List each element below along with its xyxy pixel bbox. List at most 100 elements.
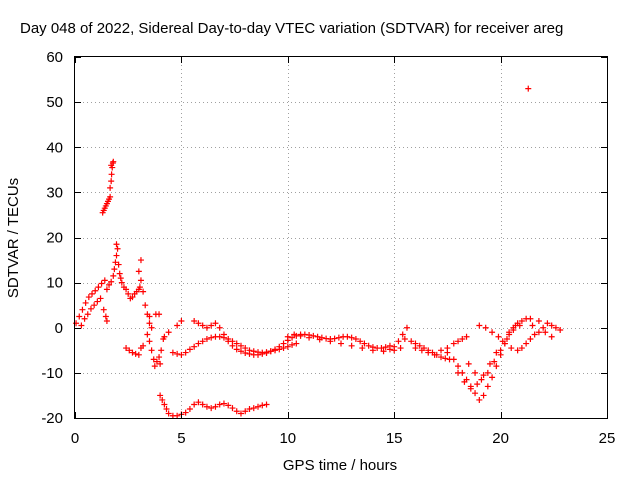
data-point xyxy=(486,360,493,367)
data-point xyxy=(117,275,124,282)
data-point xyxy=(110,272,117,279)
data-point xyxy=(135,351,142,358)
data-point xyxy=(237,342,244,349)
data-point xyxy=(208,405,215,412)
data-point xyxy=(280,340,287,347)
data-point xyxy=(126,347,133,354)
data-point xyxy=(348,334,355,341)
data-point xyxy=(455,363,462,370)
data-point xyxy=(82,299,89,306)
y-axis-label: SDTVAR / TECUs xyxy=(5,178,22,298)
data-point xyxy=(259,350,266,357)
data-point xyxy=(195,340,202,347)
x-tick-label: 25 xyxy=(599,430,616,447)
data-point xyxy=(186,405,193,412)
data-point xyxy=(327,338,334,345)
data-point xyxy=(431,351,438,358)
data-point xyxy=(169,349,176,356)
data-point xyxy=(111,266,118,273)
data-points xyxy=(73,85,564,419)
x-tick-label: 0 xyxy=(71,430,79,447)
data-point xyxy=(284,343,291,350)
data-point xyxy=(395,338,402,345)
data-point xyxy=(174,412,181,419)
data-point xyxy=(472,369,479,376)
data-point xyxy=(233,346,240,353)
data-point xyxy=(459,336,466,343)
data-point xyxy=(348,342,355,349)
data-point xyxy=(276,343,283,350)
data-point xyxy=(461,378,468,385)
data-point xyxy=(146,313,153,320)
data-point xyxy=(357,338,364,345)
data-point xyxy=(135,268,142,275)
data-point xyxy=(148,324,155,331)
data-point xyxy=(151,363,158,370)
data-point xyxy=(102,313,109,320)
data-point xyxy=(113,252,120,259)
data-point xyxy=(94,298,101,305)
data-point xyxy=(450,356,457,363)
data-point xyxy=(310,332,317,339)
data-point xyxy=(178,351,185,358)
data-point xyxy=(199,401,206,408)
data-point xyxy=(136,284,143,291)
data-point xyxy=(208,322,215,329)
x-tick-label: 20 xyxy=(492,430,509,447)
data-point xyxy=(444,349,451,356)
data-point xyxy=(369,347,376,354)
data-point xyxy=(116,270,123,277)
data-point xyxy=(146,338,153,345)
data-point xyxy=(489,329,496,336)
data-point xyxy=(112,259,119,266)
data-point xyxy=(412,345,419,352)
data-point xyxy=(106,281,113,288)
data-point xyxy=(199,338,206,345)
data-point xyxy=(229,405,236,412)
data-point xyxy=(548,322,555,329)
data-point xyxy=(250,405,257,412)
data-point xyxy=(92,287,99,294)
data-point xyxy=(182,409,189,416)
data-point xyxy=(365,342,372,349)
data-point xyxy=(306,334,313,341)
data-point xyxy=(352,336,359,343)
data-point xyxy=(531,331,538,338)
data-point xyxy=(178,317,185,324)
data-point xyxy=(284,333,291,340)
data-point xyxy=(79,306,86,313)
data-point xyxy=(401,336,408,343)
data-point xyxy=(161,333,168,340)
data-point xyxy=(108,278,115,285)
data-point xyxy=(316,336,323,343)
data-point xyxy=(508,345,515,352)
data-point xyxy=(91,302,98,309)
data-point xyxy=(489,374,496,381)
data-point xyxy=(397,345,404,352)
data-point xyxy=(146,320,153,327)
data-point xyxy=(535,317,542,324)
y-tick-label: 40 xyxy=(46,139,63,156)
data-point xyxy=(255,351,262,358)
data-point xyxy=(220,331,227,338)
data-point xyxy=(467,385,474,392)
data-point xyxy=(331,335,338,342)
data-point xyxy=(137,277,144,284)
data-point xyxy=(237,410,244,417)
data-point xyxy=(425,349,432,356)
data-point xyxy=(472,390,479,397)
data-point xyxy=(113,241,120,248)
data-point xyxy=(107,184,114,191)
data-point xyxy=(123,345,130,352)
data-point xyxy=(408,338,415,345)
data-point xyxy=(208,334,215,341)
grid-lines xyxy=(75,57,607,418)
data-point xyxy=(378,345,385,352)
data-point xyxy=(148,347,155,354)
data-point xyxy=(518,317,525,324)
data-point xyxy=(514,347,521,354)
data-point xyxy=(165,329,172,336)
data-point xyxy=(186,346,193,353)
data-point xyxy=(484,369,491,376)
